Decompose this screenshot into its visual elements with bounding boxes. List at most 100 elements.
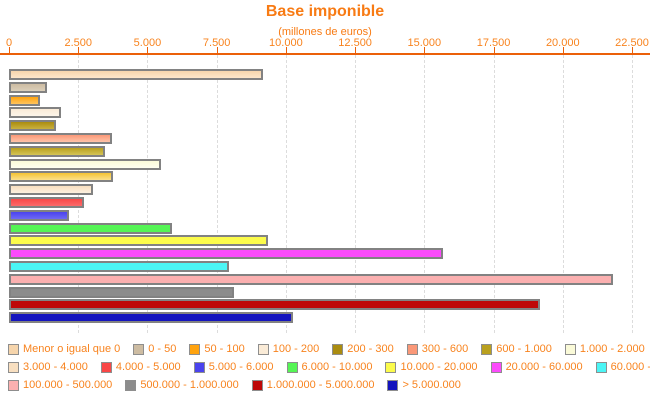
legend-label: 6.000 - 10.000	[301, 361, 373, 373]
bar	[9, 81, 48, 93]
legend-swatch	[193, 361, 205, 373]
legend-label: 1.000.000 - 5.000.000	[266, 379, 375, 391]
x-tick-mark	[632, 47, 633, 53]
legend-item: 4.000 - 5.000	[100, 361, 181, 373]
legend-swatch	[595, 361, 607, 373]
x-tick-mark	[9, 47, 10, 53]
bar	[9, 197, 84, 208]
gridline	[285, 55, 287, 333]
x-tick-label: 2.500	[64, 37, 92, 49]
legend-item: 5.000 - 6.000	[193, 361, 274, 373]
legend-label: 600 - 1.000	[496, 343, 552, 355]
legend-label: 4.000 - 5.000	[115, 361, 181, 373]
legend-item: Menor o igual que 0	[8, 343, 120, 355]
bar	[9, 107, 62, 119]
bar	[9, 120, 57, 132]
legend-item: 3.000 - 4.000	[8, 361, 88, 373]
legend-label: Menor o igual que 0	[23, 343, 121, 355]
x-tick-mark	[355, 47, 357, 53]
bar	[9, 235, 269, 247]
bar	[9, 209, 70, 221]
bar	[9, 286, 235, 298]
x-tick-mark	[493, 47, 495, 53]
legend-item: 20.000 - 60.000	[490, 361, 583, 373]
legend-label: 60.000 - 100.000	[610, 361, 650, 373]
bar	[9, 222, 172, 234]
gridline	[562, 55, 564, 333]
bar	[9, 184, 94, 196]
x-tick-label: 10.000	[269, 37, 303, 49]
legend-swatch	[8, 361, 19, 373]
legend-swatch	[257, 343, 269, 355]
bar	[9, 261, 230, 272]
legend-item: 600 - 1.000	[481, 343, 552, 355]
legend-row: 100.000 - 500.000 500.000 - 1.000.000 1.00…	[8, 379, 646, 391]
gridline	[493, 55, 495, 333]
legend-swatch	[8, 343, 19, 355]
legend-item: 60.000 - 100.000	[595, 361, 650, 373]
gridline	[632, 55, 633, 333]
bar	[9, 69, 263, 80]
legend-swatch	[189, 343, 201, 355]
legend-item: 50 - 100	[189, 343, 245, 355]
legend-label: 10.000 - 20.000	[400, 361, 478, 373]
legend-item: 1.000.000 - 5.000.000	[251, 379, 375, 391]
legend-label: 50 - 100	[204, 343, 245, 355]
x-tick-label: 5.000	[133, 37, 162, 49]
legend-item: 6.000 - 10.000	[286, 361, 373, 373]
bar	[9, 273, 614, 285]
legend-swatch	[564, 343, 576, 355]
x-tick-label: 7.500	[202, 37, 231, 49]
x-tick-mark	[78, 47, 80, 53]
plot-area: 0 2.500 5.000 7.500 10.000 12.500 15.000 17.500…	[5, 0, 649, 400]
legend-item: 300 - 600	[406, 343, 468, 355]
legend-row: Menor o igual que 0 0 - 50 50 - 100 100 - 2…	[8, 343, 646, 355]
legend-swatch	[251, 379, 263, 391]
legend-item: 200 - 300	[332, 343, 394, 355]
legend-label: 200 - 300	[347, 343, 394, 355]
x-tick-label: 15.000	[407, 37, 442, 49]
legend-label: 100.000 - 500.000	[23, 379, 113, 391]
legend-swatch	[8, 379, 19, 391]
legend-label: > 5.000.000	[402, 379, 461, 391]
legend-label: 1.000 - 2.000	[579, 343, 645, 355]
legend-label: 20.000 - 60.000	[505, 361, 583, 373]
x-tick-label: 0	[5, 37, 13, 49]
legend-item: 0 - 50	[133, 343, 176, 355]
legend-row: 3.000 - 4.000 4.000 - 5.000 5.000 - 6.000 6…	[8, 361, 650, 373]
bar	[9, 94, 40, 106]
legend-item: 1.000 - 2.000	[564, 343, 645, 355]
bar	[9, 145, 105, 157]
legend-label: 500.000 - 1.000.000	[140, 379, 239, 391]
chart-title: Base imponible	[265, 3, 385, 20]
legend-item: 500.000 - 1.000.000	[125, 379, 239, 391]
bar	[9, 299, 541, 311]
legend-label: 100 - 200	[272, 343, 320, 355]
x-tick-label: 12.500	[338, 37, 372, 49]
x-tick-mark	[147, 47, 149, 53]
legend-label: 0 - 50	[148, 343, 177, 355]
legend-item: 100.000 - 500.000	[8, 379, 112, 391]
legend-swatch	[481, 343, 493, 355]
legend-swatch	[385, 361, 397, 373]
x-tick-mark	[285, 47, 287, 53]
legend-swatch	[490, 361, 502, 373]
legend-item: > 5.000.000	[387, 379, 461, 391]
x-tick-mark	[562, 47, 564, 53]
x-tick-label: 22.500	[615, 37, 649, 49]
legend-item: 10.000 - 20.000	[385, 361, 478, 373]
x-tick-mark	[216, 47, 218, 53]
bar	[9, 312, 293, 324]
legend-swatch	[133, 343, 145, 355]
legend-swatch	[332, 343, 344, 355]
bar	[9, 158, 161, 170]
chart-subtitle: (millones de euros)	[278, 26, 372, 38]
gridline	[355, 55, 357, 333]
x-tick-mark	[424, 47, 426, 53]
x-tick-label: 20.000	[545, 37, 580, 49]
legend-swatch	[100, 361, 112, 373]
gridline	[216, 55, 218, 333]
legend: Menor o igual que 0 0 - 50 50 - 100 100 - 2…	[8, 343, 650, 397]
x-tick-label: 17.500	[476, 37, 511, 49]
